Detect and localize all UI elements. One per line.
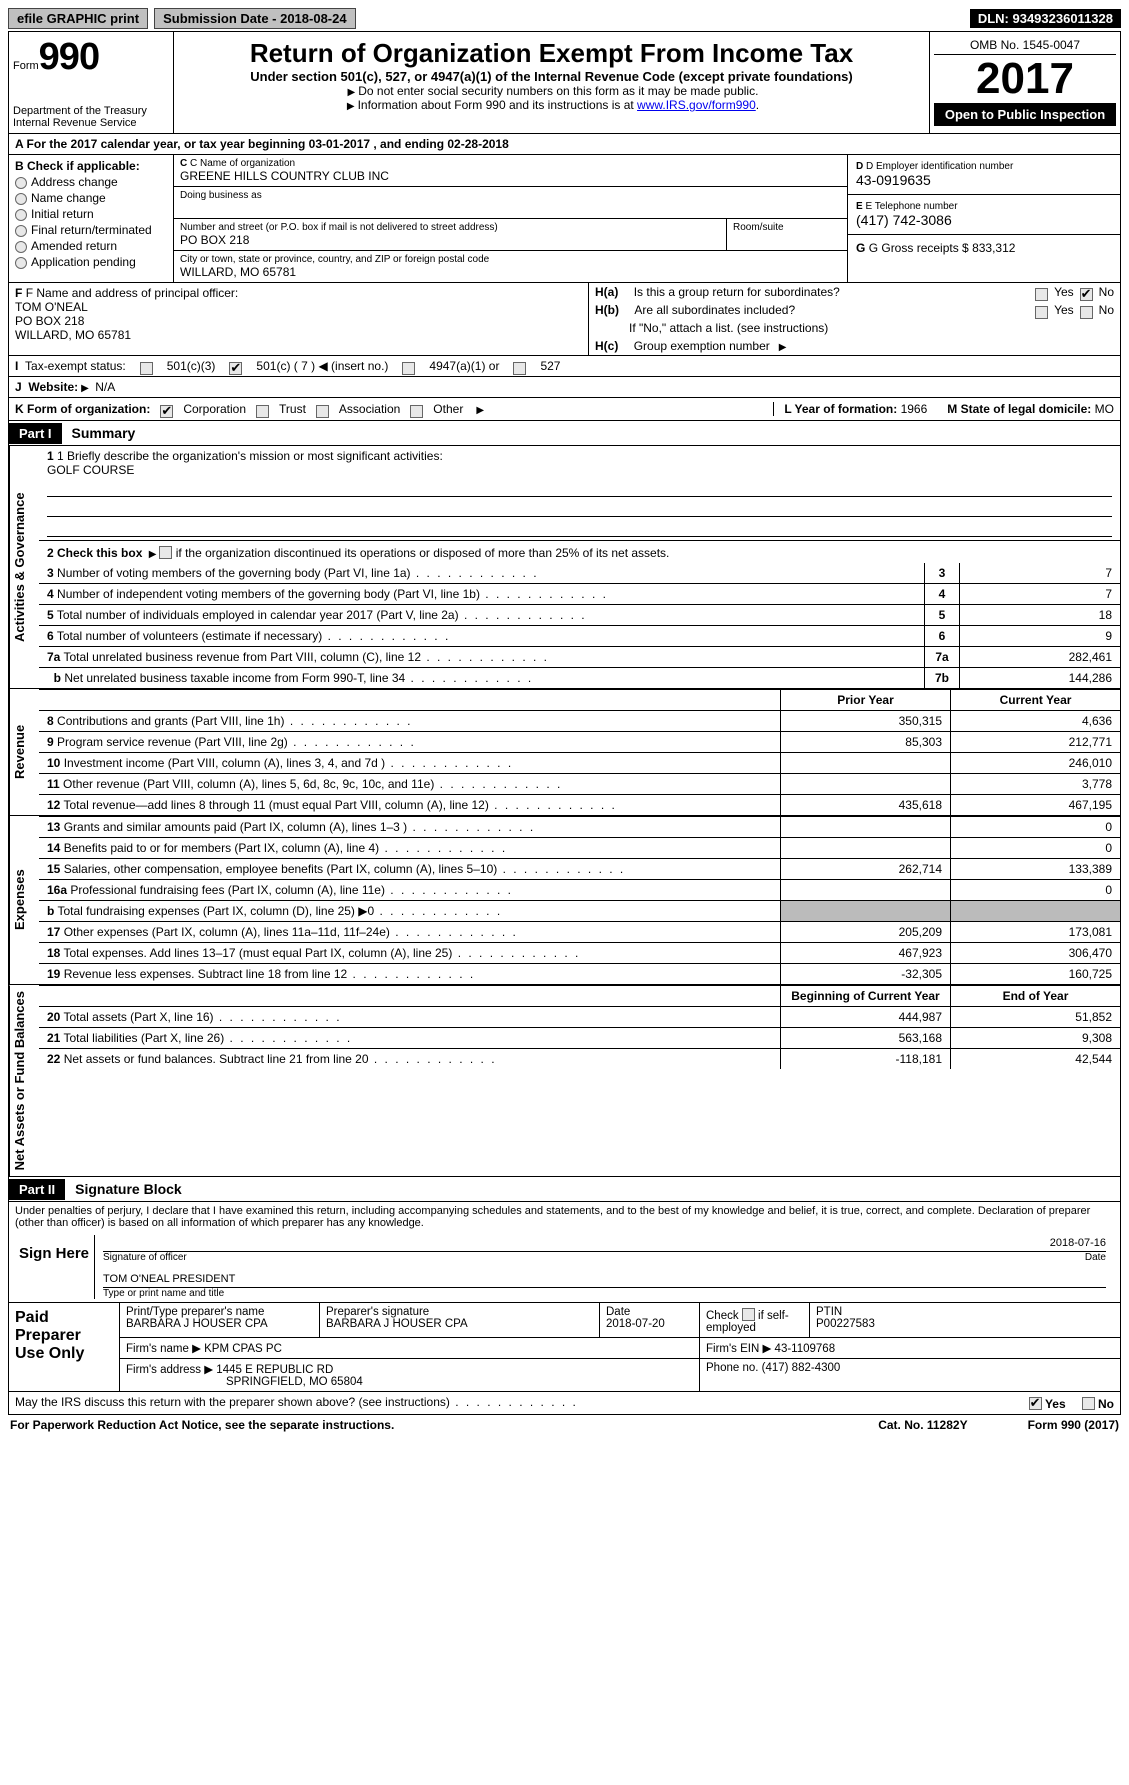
phone: (417) 742-3086 [856,212,1112,228]
i-527[interactable] [513,362,526,375]
street-lbl: Number and street (or P.O. box if mail i… [180,222,720,233]
signature-block: Under penalties of perjury, I declare th… [8,1202,1121,1303]
section-deg: D D Employer identification number 43-09… [848,155,1120,282]
k-corp[interactable] [160,405,173,418]
info-grid: B Check if applicable: Address change Na… [8,155,1121,283]
preparer-block: Paid Preparer Use Only Print/Type prepar… [8,1303,1121,1392]
dept1: Department of the Treasury [13,105,169,117]
discuss-yes[interactable] [1029,1397,1042,1410]
row-klm: K Form of organization: Corporation Trus… [8,398,1121,421]
section-b: B Check if applicable: Address change Na… [9,155,174,282]
block-netassets: Net Assets or Fund Balances Beginning of… [8,985,1121,1177]
q1: 1 1 Briefly describe the organization's … [39,446,1120,541]
checkbox-pending[interactable] [15,257,27,269]
g-row: G G Gross receipts $ 833,312 [856,241,1112,255]
form-year-cell: OMB No. 1545-0047 2017 Open to Public In… [930,32,1120,133]
form-note1: Do not enter social security numbers on … [184,84,919,98]
submission-date: Submission Date - 2018-08-24 [154,8,356,29]
i-4947[interactable] [402,362,415,375]
q2: 2 Check this box if the organization dis… [39,541,1120,563]
row-j: J Website: N/A [9,377,1120,397]
form-id-cell: Form990 Department of the Treasury Inter… [9,32,174,133]
form-subtitle: Under section 501(c), 527, or 4947(a)(1)… [184,69,919,84]
dba-val [180,201,841,215]
form-word: Form [13,60,39,72]
block-expenses: Expenses 13 Grants and similar amounts p… [8,816,1121,985]
efile-label: efile GRAPHIC print [8,8,148,29]
checkbox-initial[interactable] [15,209,27,221]
section-a: A For the 2017 calendar year, or tax yea… [8,134,1121,155]
k-assoc[interactable] [316,405,329,418]
ha-yes[interactable] [1035,288,1048,301]
row-fh: F F Name and address of principal office… [8,283,1121,356]
section-h: H(a) Is this a group return for subordin… [589,283,1120,355]
checkbox-amended[interactable] [15,241,27,253]
omb-number: OMB No. 1545-0047 [934,36,1116,55]
form-title-cell: Return of Organization Exempt From Incom… [174,32,930,133]
block-revenue: Revenue Prior YearCurrent Year 8 Contrib… [8,689,1121,816]
c-name-lbl: C C Name of organization [180,158,841,169]
i-501c3[interactable] [140,362,153,375]
k-other[interactable] [410,405,423,418]
part1-header: Part I Summary [8,421,1121,446]
ein: 43-0919635 [856,172,1112,188]
form-header: Form990 Department of the Treasury Inter… [8,31,1121,134]
street-val: PO BOX 218 [180,233,720,247]
ha-no[interactable] [1080,288,1093,301]
form-title: Return of Organization Exempt From Incom… [184,38,919,69]
checkbox-name[interactable] [15,193,27,205]
self-employed-check[interactable] [742,1308,755,1321]
dba-lbl: Doing business as [180,190,841,201]
discuss-no[interactable] [1082,1397,1095,1410]
part2-header: Part II Signature Block [8,1177,1121,1202]
form-number: 990 [39,36,99,78]
section-f: F F Name and address of principal office… [9,283,588,345]
room-lbl: Room/suite [733,222,841,233]
city-lbl: City or town, state or province, country… [180,254,841,265]
e-lbl: E E Telephone number [856,201,1112,212]
i-501c[interactable] [229,362,242,375]
b-label: B Check if applicable: [15,159,167,173]
d-lbl: D D Employer identification number [856,161,1112,172]
top-bar: efile GRAPHIC print Submission Date - 20… [8,8,1121,29]
city-val: WILLARD, MO 65781 [180,265,841,279]
dln: DLN: 93493236011328 [970,9,1121,28]
open-inspection: Open to Public Inspection [934,103,1116,126]
irs-link[interactable]: www.IRS.gov/form990 [637,98,756,112]
hb-no[interactable] [1080,306,1093,319]
dept2: Internal Revenue Service [13,117,169,129]
form-note2: Information about Form 990 and its instr… [184,98,919,112]
checkbox-final[interactable] [15,225,27,237]
hb-yes[interactable] [1035,306,1048,319]
org-name: GREENE HILLS COUNTRY CLUB INC [180,169,841,183]
checkbox-address[interactable] [15,177,27,189]
row-i: I Tax-exempt status: 501(c)(3) 501(c) ( … [8,356,1121,398]
q2-check[interactable] [159,546,172,559]
k-trust[interactable] [256,405,269,418]
block-activities: Activities & Governance 1 1 Briefly desc… [8,446,1121,689]
section-c: C C Name of organization GREENE HILLS CO… [174,155,848,282]
discuss-row: May the IRS discuss this return with the… [8,1392,1121,1415]
bottom-row: For Paperwork Reduction Act Notice, see … [8,1415,1121,1435]
tax-year: 2017 [934,55,1116,103]
